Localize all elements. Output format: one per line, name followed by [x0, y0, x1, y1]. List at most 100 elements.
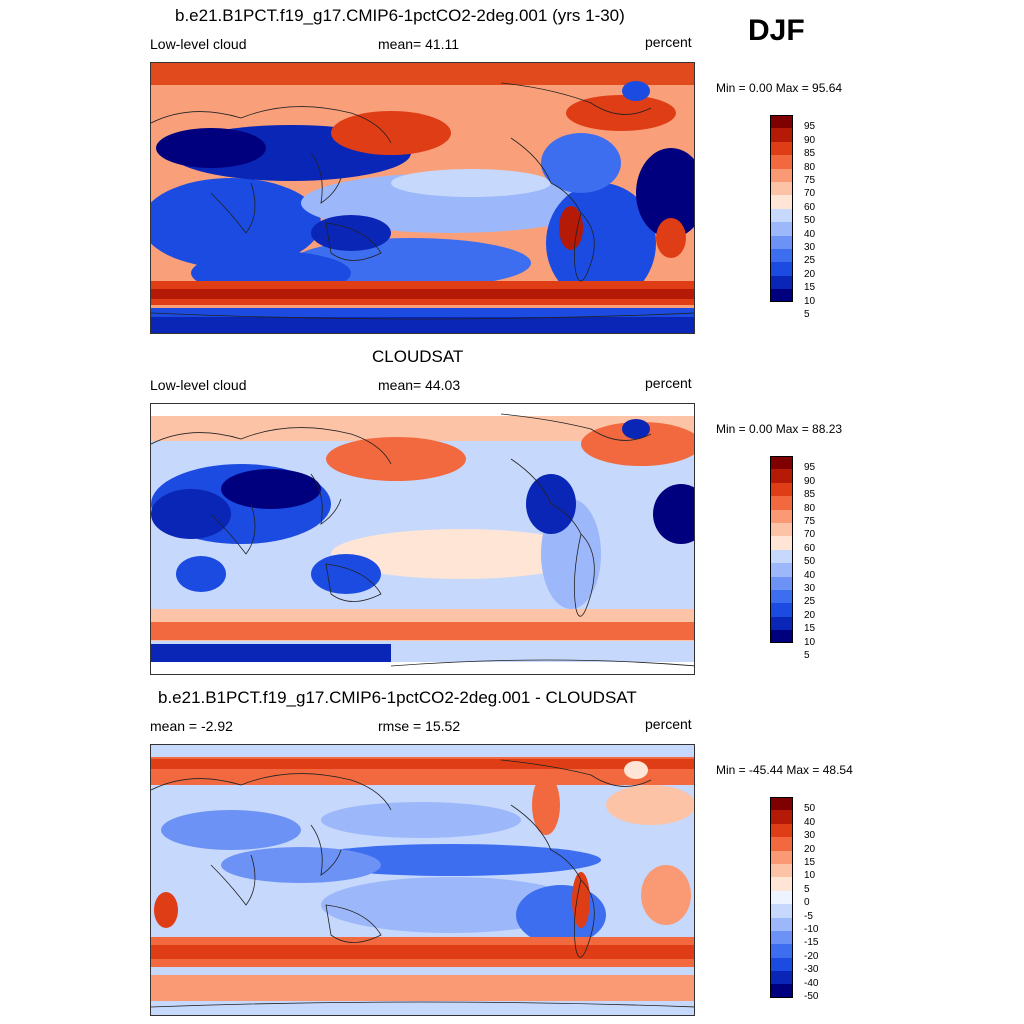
- colorbar-swatch: [770, 890, 793, 905]
- colorbar-tick-label: 95: [804, 462, 816, 474]
- colorbar-tick-label: 25: [804, 255, 816, 267]
- colorbar-swatch: [770, 509, 793, 523]
- colorbar-swatch: [770, 469, 793, 483]
- colorbar-tick-label: -40: [804, 977, 819, 989]
- panel1-units-label: percent: [645, 34, 692, 50]
- colorbar-swatch: [770, 235, 793, 249]
- colorbar-tick-label: 10: [804, 870, 816, 882]
- colorbar-swatch: [770, 810, 793, 824]
- colorbar-tick-label: 40: [804, 569, 816, 581]
- colorbar-swatch: [770, 630, 793, 644]
- panel1-colorbar: [770, 115, 793, 303]
- colorbar-swatch: [770, 589, 793, 604]
- colorbar-tick-label: 15: [804, 857, 816, 868]
- colorbar-tick-label: 80: [804, 161, 816, 173]
- colorbar-swatch: [770, 917, 793, 931]
- colorbar-swatch: [770, 456, 793, 470]
- colorbar-tick-label: 5: [804, 883, 810, 895]
- colorbar-tick-label: 70: [804, 529, 816, 541]
- colorbar-swatch: [770, 128, 793, 142]
- panel3-minmax: Min = -45.44 Max = 48.54: [716, 763, 853, 777]
- colorbar-tick-label: 85: [804, 148, 816, 160]
- colorbar-tick-label: 30: [804, 242, 816, 253]
- colorbar-swatch: [770, 222, 793, 236]
- colorbar-swatch: [770, 904, 793, 918]
- colorbar-swatch: [770, 563, 793, 577]
- colorbar-tick-label: 75: [804, 516, 816, 527]
- panel3-title: b.e21.B1PCT.f19_g17.CMIP6-1pctCO2-2deg.0…: [158, 688, 637, 707]
- panel1-variable-label: Low-level cloud: [150, 36, 247, 52]
- colorbar-swatch: [770, 168, 793, 182]
- colorbar-swatch: [770, 549, 793, 564]
- season-label: DJF: [748, 14, 805, 47]
- colorbar-tick-label: -10: [804, 924, 819, 935]
- panel1-mean-label: mean= 41.11: [378, 36, 460, 52]
- panel3-units-label: percent: [645, 716, 692, 732]
- colorbar-swatch: [770, 181, 793, 196]
- colorbar-tick-label: 60: [804, 542, 816, 554]
- colorbar-tick-label: 60: [804, 201, 816, 213]
- colorbar-tick-label: -20: [804, 950, 819, 962]
- colorbar-tick-label: 5: [804, 650, 810, 661]
- panel1-minmax: Min = 0.00 Max = 95.64: [716, 81, 843, 95]
- colorbar-tick-label: 30: [804, 583, 816, 594]
- colorbar-swatch: [770, 141, 793, 156]
- colorbar-tick-label: -50: [804, 991, 819, 1002]
- panel2-minmax: Min = 0.00 Max = 88.23: [716, 422, 843, 436]
- colorbar-tick-label: -30: [804, 964, 819, 976]
- colorbar-swatch: [770, 155, 793, 169]
- panel3-rmse-label: rmse = 15.52: [378, 718, 461, 734]
- colorbar-tick-label: 10: [804, 295, 816, 307]
- colorbar-tick-label: 40: [804, 816, 816, 828]
- colorbar-swatch: [770, 957, 793, 972]
- colorbar-swatch: [770, 195, 793, 209]
- colorbar-tick-label: -5: [804, 910, 813, 922]
- colorbar-tick-label: 20: [804, 268, 816, 280]
- colorbar-tick-label: 75: [804, 175, 816, 186]
- colorbar-tick-label: 95: [804, 121, 816, 133]
- colorbar-swatch: [770, 208, 793, 223]
- colorbar-tick-label: 30: [804, 830, 816, 842]
- colorbar-tick-label: 50: [804, 215, 816, 227]
- panel2-variable-label: Low-level cloud: [150, 377, 247, 393]
- colorbar-swatch: [770, 248, 793, 263]
- colorbar-tick-label: 20: [804, 609, 816, 621]
- panel1-map: [150, 62, 695, 334]
- colorbar-tick-label: 10: [804, 636, 816, 648]
- panel3-colorbar: [770, 797, 793, 998]
- colorbar-tick-label: 40: [804, 228, 816, 240]
- colorbar-swatch: [770, 971, 793, 985]
- colorbar-swatch: [770, 115, 793, 129]
- colorbar-tick-label: 15: [804, 623, 816, 635]
- colorbar-swatch: [770, 837, 793, 851]
- colorbar-swatch: [770, 877, 793, 891]
- colorbar-swatch: [770, 616, 793, 631]
- colorbar-swatch: [770, 536, 793, 550]
- colorbar-swatch: [770, 522, 793, 537]
- colorbar-swatch: [770, 603, 793, 617]
- colorbar-swatch: [770, 823, 793, 838]
- panel1-title: b.e21.B1PCT.f19_g17.CMIP6-1pctCO2-2deg.0…: [175, 6, 625, 25]
- colorbar-tick-label: 15: [804, 282, 816, 294]
- colorbar-tick-label: 5: [804, 309, 810, 320]
- panel2-colorbar: [770, 456, 793, 644]
- colorbar-tick-label: 90: [804, 475, 816, 487]
- colorbar-swatch: [770, 797, 793, 811]
- colorbar-swatch: [770, 576, 793, 590]
- colorbar-swatch: [770, 944, 793, 958]
- colorbar-swatch: [770, 496, 793, 510]
- panel3-mean-label: mean = -2.92: [150, 718, 233, 734]
- colorbar-tick-label: 90: [804, 134, 816, 146]
- colorbar-tick-label: 50: [804, 803, 816, 815]
- colorbar-tick-label: 0: [804, 897, 810, 909]
- panel3-map: [150, 744, 695, 1016]
- colorbar-tick-label: 70: [804, 188, 816, 200]
- panel2-title: CLOUDSAT: [372, 347, 464, 366]
- panel2-map: [150, 403, 695, 675]
- colorbar-tick-label: 85: [804, 489, 816, 501]
- colorbar-swatch: [770, 275, 793, 290]
- colorbar-tick-label: 25: [804, 596, 816, 608]
- colorbar-swatch: [770, 482, 793, 497]
- colorbar-tick-label: 80: [804, 502, 816, 514]
- colorbar-swatch: [770, 850, 793, 864]
